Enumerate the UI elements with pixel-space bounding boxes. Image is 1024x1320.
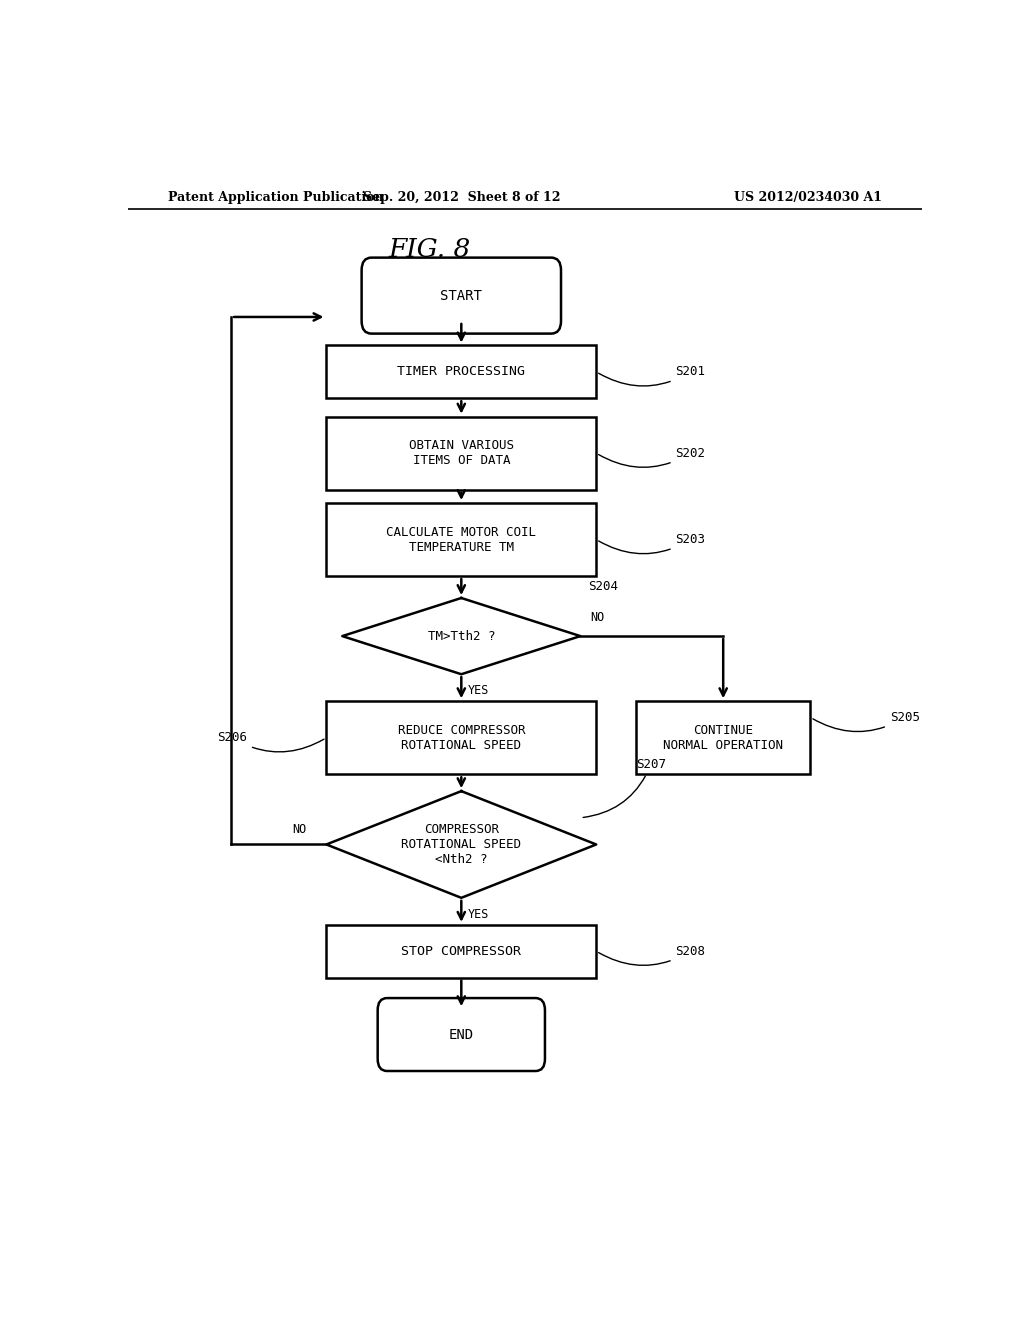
Text: FIG. 8: FIG. 8 xyxy=(388,238,471,263)
Text: YES: YES xyxy=(468,908,489,921)
Text: S206: S206 xyxy=(217,731,324,752)
Bar xyxy=(327,417,596,490)
Bar xyxy=(327,346,596,399)
Text: OBTAIN VARIOUS
ITEMS OF DATA: OBTAIN VARIOUS ITEMS OF DATA xyxy=(409,440,514,467)
Text: S205: S205 xyxy=(813,711,920,731)
Bar xyxy=(327,925,596,978)
Text: Patent Application Publication: Patent Application Publication xyxy=(168,190,383,203)
Text: S207: S207 xyxy=(583,758,666,817)
Text: COMPRESSOR
ROTATIONAL SPEED
<Nth2 ?: COMPRESSOR ROTATIONAL SPEED <Nth2 ? xyxy=(401,822,521,866)
Bar xyxy=(327,503,596,576)
Text: S201: S201 xyxy=(599,366,706,385)
FancyBboxPatch shape xyxy=(361,257,561,334)
Text: YES: YES xyxy=(468,684,489,697)
Text: CALCULATE MOTOR COIL
TEMPERATURE TM: CALCULATE MOTOR COIL TEMPERATURE TM xyxy=(386,525,537,553)
Bar xyxy=(327,701,596,775)
Text: NO: NO xyxy=(292,822,306,836)
FancyBboxPatch shape xyxy=(378,998,545,1071)
Polygon shape xyxy=(327,791,596,898)
Text: TM>Tth2 ?: TM>Tth2 ? xyxy=(428,630,495,643)
Text: Sep. 20, 2012  Sheet 8 of 12: Sep. 20, 2012 Sheet 8 of 12 xyxy=(362,190,560,203)
Text: TIMER PROCESSING: TIMER PROCESSING xyxy=(397,366,525,379)
Text: S202: S202 xyxy=(599,446,706,467)
Text: REDUCE COMPRESSOR
ROTATIONAL SPEED: REDUCE COMPRESSOR ROTATIONAL SPEED xyxy=(397,723,525,752)
Bar xyxy=(636,701,811,775)
Text: CONTINUE
NORMAL OPERATION: CONTINUE NORMAL OPERATION xyxy=(664,723,783,752)
Text: S204: S204 xyxy=(588,579,618,593)
Text: STOP COMPRESSOR: STOP COMPRESSOR xyxy=(401,945,521,958)
Text: NO: NO xyxy=(590,611,604,624)
Text: S208: S208 xyxy=(599,945,706,965)
Text: END: END xyxy=(449,1027,474,1041)
Text: S203: S203 xyxy=(599,533,706,553)
Text: US 2012/0234030 A1: US 2012/0234030 A1 xyxy=(734,190,882,203)
Text: START: START xyxy=(440,289,482,302)
Polygon shape xyxy=(342,598,581,675)
